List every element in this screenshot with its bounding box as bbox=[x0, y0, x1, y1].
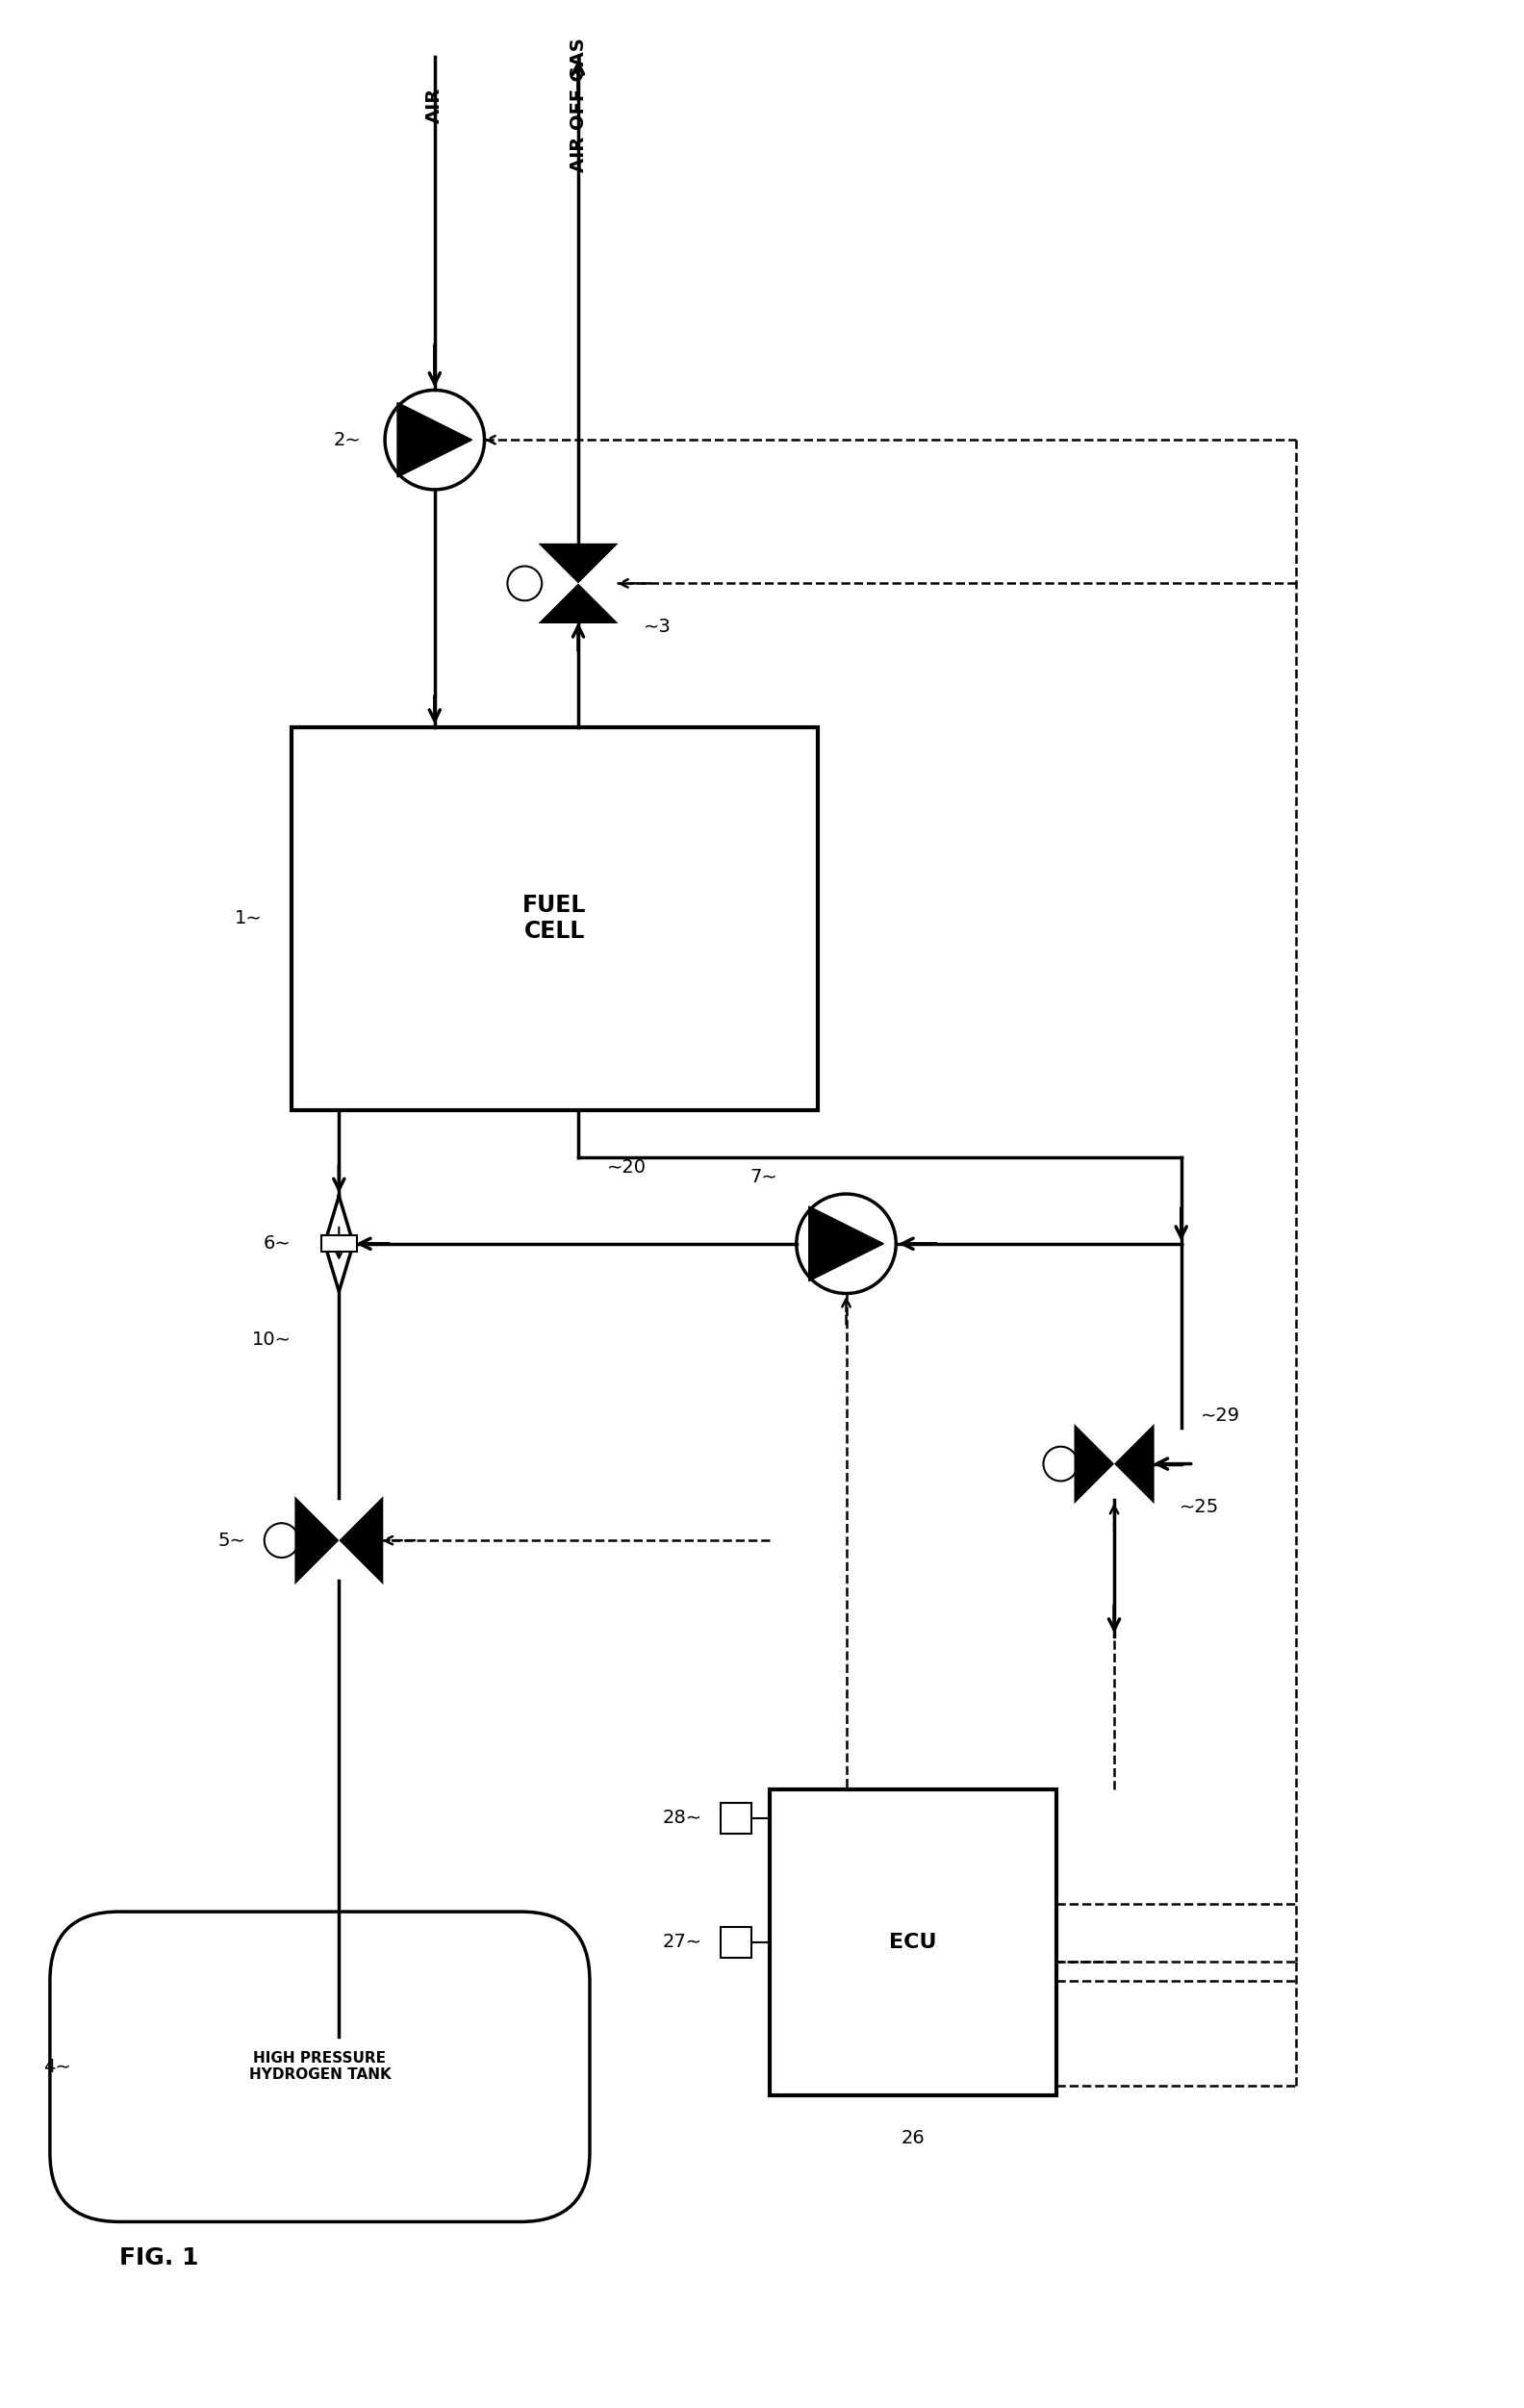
Text: ∼25: ∼25 bbox=[1180, 1498, 1219, 1517]
Text: 10∼: 10∼ bbox=[251, 1329, 291, 1348]
Text: 27∼: 27∼ bbox=[661, 1934, 701, 1950]
FancyBboxPatch shape bbox=[770, 1789, 1056, 2095]
FancyBboxPatch shape bbox=[322, 1235, 357, 1252]
Polygon shape bbox=[538, 583, 619, 624]
Text: ECU: ECU bbox=[890, 1934, 937, 1953]
Text: FUEL
CELL: FUEL CELL bbox=[523, 893, 587, 944]
Text: 4∼: 4∼ bbox=[43, 2056, 72, 2076]
Text: 28∼: 28∼ bbox=[661, 1808, 701, 1828]
Text: AIR OFF-GAS: AIR OFF-GAS bbox=[568, 39, 587, 171]
FancyBboxPatch shape bbox=[721, 1926, 751, 1958]
Text: ∼20: ∼20 bbox=[607, 1158, 646, 1175]
Text: 1∼: 1∼ bbox=[235, 910, 262, 927]
Text: 5∼: 5∼ bbox=[218, 1531, 247, 1548]
FancyBboxPatch shape bbox=[721, 1804, 751, 1832]
Polygon shape bbox=[1074, 1423, 1114, 1505]
Polygon shape bbox=[398, 402, 472, 477]
Text: ∼3: ∼3 bbox=[643, 619, 671, 636]
Text: ∼29: ∼29 bbox=[1201, 1406, 1241, 1426]
FancyBboxPatch shape bbox=[50, 1912, 590, 2223]
Text: 6∼: 6∼ bbox=[264, 1235, 291, 1252]
Text: AIR: AIR bbox=[425, 87, 443, 123]
Polygon shape bbox=[538, 544, 619, 583]
Polygon shape bbox=[1114, 1423, 1154, 1505]
Polygon shape bbox=[294, 1495, 338, 1584]
Text: 26: 26 bbox=[901, 2129, 925, 2148]
Text: 7∼: 7∼ bbox=[750, 1168, 777, 1185]
FancyBboxPatch shape bbox=[291, 727, 817, 1110]
Polygon shape bbox=[809, 1206, 884, 1281]
Text: 2∼: 2∼ bbox=[334, 431, 361, 448]
Polygon shape bbox=[338, 1495, 383, 1584]
Text: FIG. 1: FIG. 1 bbox=[119, 2247, 198, 2271]
Text: HIGH PRESSURE
HYDROGEN TANK: HIGH PRESSURE HYDROGEN TANK bbox=[248, 2052, 392, 2083]
Polygon shape bbox=[325, 1197, 354, 1291]
